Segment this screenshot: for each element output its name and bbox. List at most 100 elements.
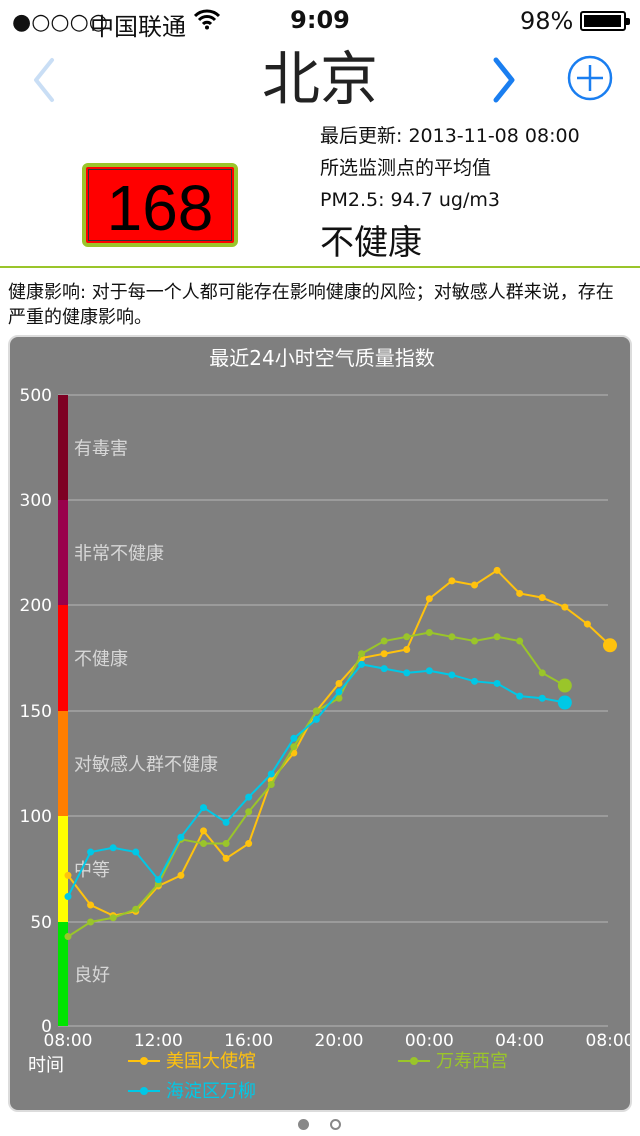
data-point — [200, 827, 207, 835]
y-tick-label: 100 — [20, 807, 52, 827]
data-point — [245, 840, 253, 848]
data-point — [380, 650, 388, 658]
aqi-chart-card[interactable]: 最近24小时空气质量指数 0 50 100 150 200 300 500 良好 中等 对敏感人群不… — [8, 335, 632, 1112]
data-point — [516, 589, 524, 597]
chevron-left-icon[interactable] — [24, 52, 64, 108]
air-quality-level: 不健康 — [320, 223, 422, 263]
page-dot-active[interactable] — [298, 1119, 309, 1130]
y-tick-label: 300 — [20, 491, 52, 511]
chart-title: 最近24小时空气质量指数 — [209, 346, 434, 370]
y-tick-label: 500 — [20, 386, 52, 406]
aqi-band-label: 非常不健康 — [74, 544, 164, 565]
data-point — [493, 679, 501, 687]
summary-info: 最后更新: 2013-11-08 08:00 所选监测点的平均值 PM2.5: … — [320, 120, 580, 268]
aqi-band — [58, 816, 68, 922]
data-point — [109, 914, 117, 922]
series-line — [67, 569, 611, 917]
legend-marker — [410, 1057, 418, 1065]
data-point — [335, 679, 343, 687]
page-indicator[interactable] — [0, 1116, 640, 1134]
y-tick-label: 150 — [20, 702, 52, 722]
data-point — [538, 669, 546, 677]
last-update: 最后更新: 2013-11-08 08:00 — [320, 125, 580, 147]
data-point — [380, 637, 388, 645]
clock: 9:09 — [290, 6, 350, 34]
data-point — [200, 840, 207, 848]
y-tick-label: 50 — [30, 913, 52, 933]
battery-percent: 98% — [520, 7, 574, 35]
data-point — [222, 854, 230, 862]
data-point — [267, 770, 275, 778]
data-point — [538, 594, 546, 602]
x-tick-label: 08:00 — [586, 1031, 633, 1051]
y-tick-label: 0 — [41, 1017, 52, 1037]
aqi-band-label: 对敏感人群不健康 — [74, 755, 218, 776]
aqi-chart: 最近24小时空气质量指数 0 50 100 150 200 300 500 良好 中等 对敏感人群不… — [20, 346, 633, 1102]
series-end-point — [557, 678, 572, 693]
aqi-band-label: 不健康 — [74, 649, 128, 670]
data-point — [245, 808, 253, 816]
data-point — [64, 933, 72, 941]
legend-marker — [140, 1057, 148, 1065]
carrier-label: 中国联通 — [90, 13, 186, 41]
data-point — [403, 669, 411, 677]
data-point — [380, 665, 388, 673]
legend-label: 美国大使馆 — [166, 1051, 256, 1072]
aqi-band — [58, 500, 68, 605]
data-point — [267, 781, 275, 788]
data-point — [538, 694, 546, 702]
health-impact-text: 健康影响: 对于每一个人都可能存在影响健康的风险；对敏感人群来说，存在严重的健康… — [8, 282, 614, 328]
pm25-reading: PM2.5: 94.7 ug/m3 — [320, 189, 500, 211]
data-point — [516, 692, 524, 700]
series-end-point — [603, 638, 617, 653]
data-point — [222, 840, 230, 848]
battery-icon — [580, 11, 630, 31]
data-point — [312, 707, 320, 715]
chevron-right-icon[interactable] — [484, 52, 524, 108]
data-point — [448, 633, 456, 641]
series-end-point — [557, 695, 572, 710]
x-tick-label: 08:00 — [44, 1031, 93, 1051]
nav-bar: 北京 — [0, 40, 640, 118]
data-point — [132, 848, 140, 856]
series-line — [67, 631, 566, 938]
aqi-band — [58, 922, 68, 1026]
x-tick-label: 00:00 — [405, 1031, 454, 1051]
wifi-icon — [194, 9, 220, 30]
plus-circle-icon[interactable] — [566, 54, 614, 102]
data-point — [87, 918, 95, 926]
data-point — [448, 577, 456, 585]
divider — [0, 266, 640, 268]
aqi-band-label: 有毒害 — [74, 439, 128, 460]
data-point — [222, 818, 230, 826]
aqi-band — [58, 395, 68, 500]
data-point — [335, 694, 343, 702]
data-point — [425, 629, 433, 637]
data-point — [154, 876, 162, 884]
aqi-band — [58, 711, 68, 816]
x-tick-label: 12:00 — [134, 1031, 183, 1051]
data-point — [335, 688, 343, 696]
data-point — [64, 871, 72, 879]
data-point — [312, 715, 320, 723]
data-point — [516, 637, 524, 645]
data-point — [425, 667, 433, 675]
data-point — [471, 677, 478, 685]
average-note: 所选监测点的平均值 — [320, 157, 492, 179]
data-point — [177, 871, 185, 879]
data-point — [471, 637, 478, 645]
data-point — [87, 901, 95, 909]
aqi-band — [58, 605, 68, 711]
data-point — [87, 848, 95, 856]
data-point — [64, 893, 72, 901]
data-point — [358, 660, 366, 668]
page-dot[interactable] — [330, 1119, 341, 1130]
data-point — [132, 905, 140, 913]
signal-strength-icon: ●○○○○ — [12, 10, 108, 35]
aqi-band-label: 中等 — [74, 860, 110, 881]
data-point — [403, 633, 411, 641]
city-title: 北京 — [261, 45, 378, 113]
y-tick-label: 200 — [20, 596, 52, 616]
data-point — [290, 734, 298, 742]
x-tick-label: 16:00 — [224, 1031, 273, 1051]
